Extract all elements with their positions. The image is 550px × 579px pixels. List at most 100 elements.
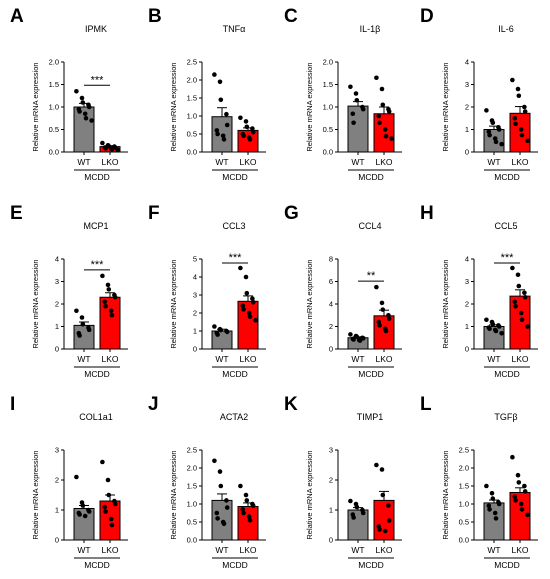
data-point (383, 328, 389, 334)
data-point (360, 510, 366, 516)
y-tick-label: 1.5 (187, 94, 197, 103)
panel-letter: D (420, 6, 434, 27)
data-point (253, 317, 258, 323)
data-point (241, 510, 246, 516)
data-point (518, 127, 524, 132)
y-tick-label: 0.5 (459, 518, 469, 527)
category-label: LKO (239, 354, 256, 364)
data-point (238, 483, 243, 489)
y-axis-label: Relative mRNA expression (31, 259, 40, 348)
data-point (496, 501, 502, 507)
y-tick-label: 0.5 (49, 125, 59, 134)
y-tick-label: 8 (329, 255, 333, 264)
y-tick-label: 2 (193, 309, 197, 318)
panel-letter: B (148, 6, 162, 27)
data-point (518, 310, 524, 316)
bar-lko (509, 295, 531, 350)
data-point (247, 314, 253, 319)
data-point (348, 84, 353, 90)
group-label: MCDD (222, 560, 248, 570)
data-point (386, 109, 392, 114)
data-point (86, 104, 92, 110)
data-point (77, 109, 82, 114)
y-axis-label: Relative mRNA expression (169, 62, 178, 151)
data-point (377, 120, 382, 126)
data-point (215, 516, 220, 521)
data-point (380, 492, 386, 498)
data-point (243, 492, 249, 498)
data-point (515, 472, 521, 478)
panel-letter: L (420, 394, 432, 415)
y-tick-label: 5 (193, 255, 197, 264)
category-label: WT (215, 354, 228, 364)
data-point (221, 137, 227, 142)
data-point (79, 315, 85, 320)
y-tick-label: 3 (465, 277, 469, 286)
bar-lko (237, 300, 259, 350)
data-point (516, 93, 522, 99)
data-point (74, 308, 79, 314)
data-point (80, 503, 86, 508)
y-axis-label: Relative mRNA expression (169, 259, 178, 348)
panel-letter: F (148, 203, 160, 224)
data-point (212, 324, 217, 329)
group-label: MCDD (358, 369, 384, 379)
y-tick-label: 4 (465, 58, 469, 67)
data-point (103, 146, 108, 151)
data-point (74, 474, 79, 480)
data-point (105, 282, 111, 288)
data-point (353, 91, 359, 96)
data-point (354, 97, 360, 103)
data-point (224, 122, 230, 128)
y-tick-label: 4 (193, 273, 197, 282)
category-label: LKO (511, 157, 528, 167)
y-tick-label: 1 (465, 322, 469, 331)
data-point (212, 458, 217, 464)
data-point (106, 287, 112, 292)
data-point (103, 509, 108, 514)
y-tick-label: 2.0 (459, 464, 469, 473)
data-point (522, 290, 527, 296)
data-point (496, 324, 502, 329)
data-point (484, 108, 489, 113)
data-point (510, 454, 515, 460)
y-tick-label: 2 (329, 476, 333, 485)
data-point (86, 509, 92, 514)
significance-label: *** (229, 252, 243, 264)
data-point (109, 147, 115, 152)
data-point (224, 111, 229, 117)
data-point (379, 467, 385, 472)
chart-title: IL-6 (498, 24, 514, 34)
data-point (354, 504, 360, 510)
data-point (380, 102, 386, 108)
y-tick-label: 3 (55, 446, 59, 455)
category-label: LKO (375, 157, 392, 167)
y-tick-label: 2.5 (187, 58, 197, 67)
data-point (241, 133, 246, 139)
data-point (512, 494, 518, 500)
y-tick-label: 0.0 (187, 536, 197, 545)
data-point (360, 106, 366, 112)
data-point (380, 307, 386, 312)
category-label: WT (215, 157, 228, 167)
data-point (115, 147, 120, 153)
data-point (250, 503, 256, 509)
group-label: MCDD (84, 172, 110, 182)
y-tick-label: 1.0 (49, 103, 59, 112)
y-tick-label: 3 (55, 277, 59, 286)
data-point (77, 333, 82, 338)
data-point (525, 512, 530, 518)
category-label: WT (351, 545, 364, 555)
y-tick-label: 4 (55, 255, 59, 264)
data-point (348, 332, 353, 337)
y-tick-label: 2 (329, 322, 333, 331)
y-axis-label: Relative mRNA expression (305, 62, 314, 151)
data-point (379, 300, 385, 306)
y-tick-label: 0.0 (459, 536, 469, 545)
data-point (243, 274, 249, 280)
category-label: WT (77, 545, 90, 555)
data-point (250, 299, 256, 305)
y-tick-label: 2.0 (187, 464, 197, 473)
data-point (382, 528, 388, 534)
group-label: MCDD (84, 369, 110, 379)
